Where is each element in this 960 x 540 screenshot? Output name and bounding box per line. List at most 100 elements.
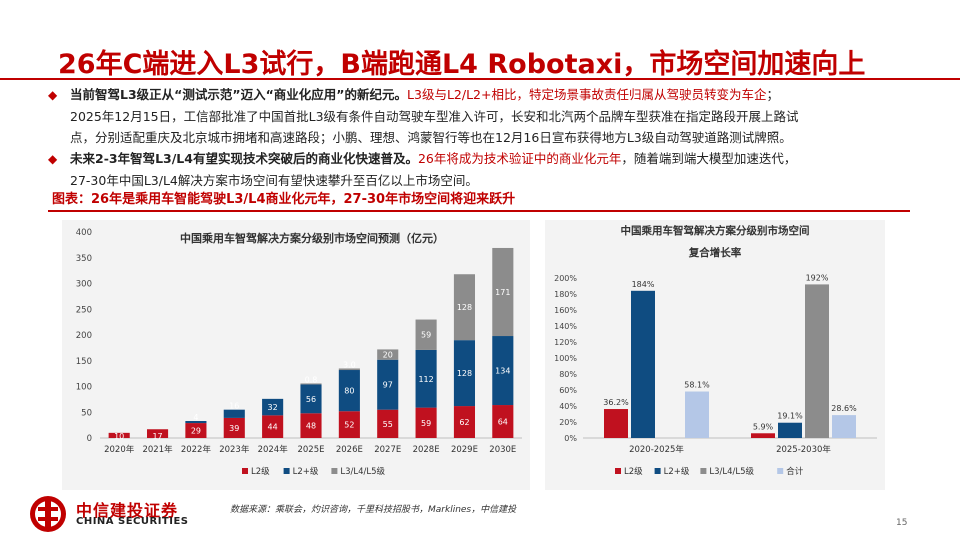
y-tick-label: 200 bbox=[76, 331, 92, 341]
bar-segment bbox=[262, 398, 284, 416]
bullet-2-highlight: 26年将成为技术验证中的商业化元年 bbox=[417, 151, 622, 166]
x-tick-label: 2029E bbox=[451, 445, 478, 455]
data-label: 134 bbox=[495, 367, 510, 376]
figure-caption: 图表：26年是乘用车智能驾驶L3/L4商业化元年，27-30年市场空间将迎来跃升 bbox=[52, 192, 516, 207]
title-divider bbox=[0, 78, 960, 80]
bar-segment bbox=[185, 423, 207, 438]
bullet-1-highlight: L3级与L2/L2+相比，特定场景事故责任归属从驾驶员转变为车企 bbox=[407, 87, 767, 102]
brand-name-cn: 中信建投证券 bbox=[76, 501, 179, 520]
bar-segment bbox=[300, 383, 322, 385]
data-label: 5.9% bbox=[753, 422, 774, 431]
data-source-note: 数据来源：乘联会，灼识咨询，千里科技招股书，Marklines，中信建投 bbox=[230, 505, 517, 515]
data-label: 3.0 bbox=[343, 360, 356, 369]
data-label: 17 bbox=[152, 432, 162, 441]
bar-segment bbox=[223, 409, 245, 418]
bar bbox=[631, 290, 655, 438]
bar-segment bbox=[492, 247, 514, 337]
bar bbox=[778, 422, 802, 438]
bar bbox=[832, 415, 856, 438]
bar-segment bbox=[377, 349, 399, 360]
data-label: 59 bbox=[421, 331, 431, 340]
data-label: 171 bbox=[495, 288, 510, 297]
data-label: 192% bbox=[806, 273, 829, 282]
data-label: 32 bbox=[268, 403, 278, 412]
data-label: 20 bbox=[383, 351, 393, 360]
y-tick-label: 0 bbox=[87, 434, 92, 444]
legend-label: L2+级 bbox=[293, 466, 319, 477]
x-tick-label: 2022年 bbox=[181, 444, 212, 455]
brand-name-en: CHINA SECURITIES bbox=[76, 516, 189, 527]
legend-label: L2级 bbox=[624, 466, 643, 477]
bar-segment bbox=[377, 359, 399, 410]
legend-label: L3/L4/L5级 bbox=[709, 466, 754, 477]
x-tick-label: 2027E bbox=[374, 445, 401, 455]
bar-segment bbox=[300, 384, 322, 414]
china-securities-logo-icon bbox=[30, 496, 66, 532]
legend-swatch bbox=[654, 468, 661, 474]
bar bbox=[805, 284, 829, 438]
chart-title-line-1: 中国乘用车智驾解决方案分级别市场空间 bbox=[621, 224, 810, 237]
y-tick-label: 250 bbox=[76, 305, 92, 315]
bullet-2-lead: 未来2-3年智驾L3/L4有望实现技术突破后的商业化快速普及。 bbox=[70, 151, 418, 166]
y-tick-label: 100% bbox=[554, 354, 577, 363]
legend-label: L2级 bbox=[251, 466, 270, 477]
chart-title: 中国乘用车智驾解决方案分级别市场空间预测（亿元） bbox=[180, 231, 444, 245]
legend-label: 合计 bbox=[786, 466, 804, 477]
page-title: 26年C端进入L3试行，B端跑通L4 Robotaxi，市场空间加速向上 bbox=[58, 49, 866, 80]
bullet-2-line-1: ◆ 未来2-3年智驾L3/L4有望实现技术突破后的商业化快速普及。26年将成为技术… bbox=[48, 148, 918, 170]
bar-segment bbox=[300, 413, 322, 438]
legend-swatch bbox=[242, 468, 248, 474]
market-size-chart-panel: 中国乘用车智驾解决方案分级别市场空间预测（亿元） 0 50 100 150 200 250 3… bbox=[62, 220, 530, 490]
bar-segment bbox=[146, 429, 169, 438]
data-label: 64 bbox=[498, 418, 508, 427]
data-label: 80 bbox=[344, 387, 354, 396]
x-tick-label: 2021年 bbox=[142, 444, 173, 455]
legend-label: L3/L4/L5级 bbox=[340, 466, 385, 477]
data-label: 58.1% bbox=[684, 381, 710, 390]
data-label: 128 bbox=[457, 303, 472, 312]
y-tick-label: 180% bbox=[554, 290, 577, 299]
data-label: 29 bbox=[191, 427, 201, 436]
bar-segment bbox=[338, 368, 360, 371]
y-tick-label: 150 bbox=[76, 357, 92, 367]
y-tick-label: 160% bbox=[554, 306, 577, 315]
data-label: 62 bbox=[459, 418, 469, 427]
bar-segment bbox=[377, 409, 399, 438]
y-tick-label: 50 bbox=[81, 408, 92, 418]
legend-swatch bbox=[615, 468, 621, 474]
data-label: 36.2% bbox=[603, 398, 629, 407]
data-label: 28.6% bbox=[831, 404, 857, 413]
bar-segment bbox=[262, 415, 284, 438]
bar-segment bbox=[415, 407, 437, 438]
caption-divider bbox=[48, 210, 910, 212]
bar-segment bbox=[338, 370, 360, 412]
data-label: 59 bbox=[421, 419, 431, 428]
diamond-bullet-icon: ◆ bbox=[48, 88, 58, 102]
x-tick-label: 2020-2025年 bbox=[629, 444, 684, 455]
data-label: 56 bbox=[306, 395, 316, 404]
data-label: 0.8 bbox=[305, 375, 318, 384]
y-tick-label: 80% bbox=[559, 370, 577, 379]
bullet-2-line-2: 27-30年中国L3/L4解决方案市场空间有望快速攀升至百亿以上市场空间。 bbox=[70, 173, 478, 188]
bar-segment bbox=[492, 405, 514, 438]
data-label: 128 bbox=[457, 369, 472, 378]
x-tick-label: 2025E bbox=[297, 445, 324, 455]
bullet-1-line-3: 点，分别适配重庆及北京城市拥堵和高速路段；小鹏、理想、鸿蒙智行等也在12月16日… bbox=[70, 130, 792, 145]
x-tick-label: 2026E bbox=[336, 445, 363, 455]
legend-swatch bbox=[283, 468, 290, 474]
data-label: 55 bbox=[383, 420, 393, 429]
bullet-1-line-1: ◆ 当前智驾L3级正从“测试示范”迈入“商业化应用”的新纪元。L3级与L2/L2+… bbox=[48, 84, 918, 106]
x-tick-label: 2024年 bbox=[258, 444, 289, 455]
y-tick-label: 140% bbox=[554, 322, 577, 331]
y-tick-label: 40% bbox=[559, 402, 577, 411]
data-label: 16 bbox=[229, 402, 239, 411]
x-tick-label: 2023年 bbox=[219, 444, 250, 455]
data-label: 4 bbox=[193, 413, 198, 422]
data-label: 19.1% bbox=[777, 412, 803, 421]
bar-segment bbox=[492, 336, 514, 406]
bar-segment bbox=[415, 319, 437, 350]
data-label: 97 bbox=[383, 381, 393, 390]
data-label: 112 bbox=[418, 375, 433, 384]
bar-segment bbox=[223, 417, 245, 438]
y-tick-label: 200% bbox=[554, 274, 577, 283]
